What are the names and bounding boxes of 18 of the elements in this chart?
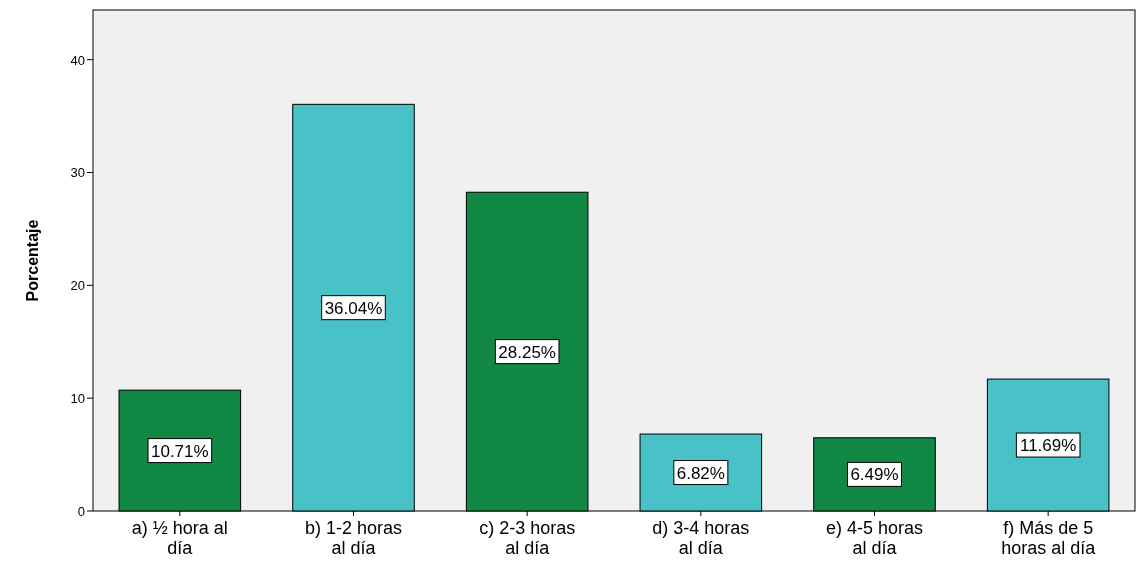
x-tick-label: a) ½ hora al día [131, 518, 228, 558]
data-label: 6.82% [676, 463, 725, 483]
x-tick-label: c) 2-3 horas al día [479, 518, 576, 558]
x-tick-label: e) 4-5 horas al día [825, 518, 924, 558]
data-label: 11.69% [1019, 436, 1077, 456]
y-tick-label: 20 [70, 278, 85, 294]
x-tick-label: f) Más de 5 horas al día [1001, 518, 1097, 558]
data-label: 36.04% [324, 298, 383, 318]
y-tick-label: 10 [70, 391, 85, 407]
x-tick-label: d) 3-4 horas al día [652, 518, 750, 558]
y-tick-label: 0 [77, 504, 85, 519]
data-label: 10.71% [151, 441, 209, 461]
y-tick-label: 40 [70, 52, 85, 68]
data-label: 28.25% [498, 342, 556, 362]
y-tick-label: 30 [70, 165, 85, 181]
x-tick-label: b) 1-2 horas al día [304, 518, 403, 558]
data-label: 6.49% [850, 465, 899, 485]
y-axis-title: Porcentaje [24, 219, 41, 302]
